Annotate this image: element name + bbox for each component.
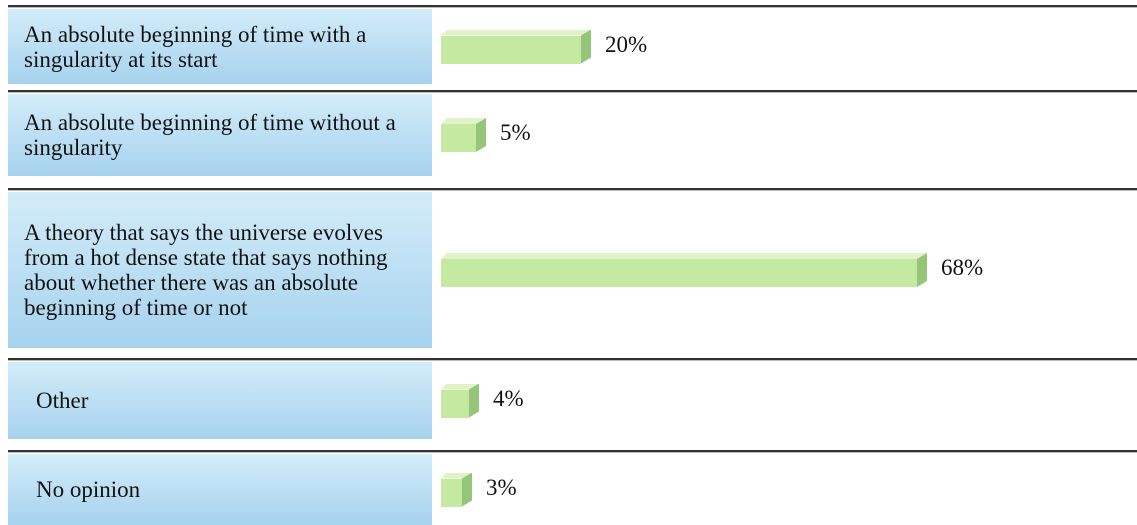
separator [8, 5, 1137, 8]
separator [8, 188, 1137, 191]
bar-side [462, 473, 472, 507]
bar-front [441, 259, 917, 287]
bar-top [441, 253, 927, 259]
category-row: Other 4% [0, 358, 1137, 439]
value-label: 4% [493, 385, 524, 411]
bar [441, 473, 472, 507]
bar-side [469, 384, 479, 418]
bar-side [581, 30, 591, 64]
separator [8, 90, 1137, 93]
bar-front [441, 124, 476, 152]
bar-top [441, 118, 486, 124]
bar [441, 253, 927, 287]
separator [8, 358, 1137, 361]
bar [441, 384, 479, 418]
value-label: 68% [941, 255, 984, 280]
bar-top [441, 30, 591, 36]
bar [441, 30, 591, 64]
value-label: 3% [486, 474, 517, 500]
bar-front [441, 389, 469, 418]
bar-side [476, 118, 486, 152]
category-label: An absolute beginning of time with a sin… [8, 9, 432, 84]
value-label: 5% [500, 120, 531, 145]
category-label: A theory that says the universe evolves … [8, 192, 432, 348]
category-label: An absolute beginning of time without a … [8, 94, 432, 176]
bar-front [441, 35, 581, 64]
bar [441, 118, 486, 152]
category-label: No opinion [8, 454, 432, 525]
bar-top [441, 473, 472, 479]
bar-side [917, 253, 927, 287]
category-row: No opinion 3% [0, 450, 1137, 525]
bar-front [441, 478, 462, 507]
category-row: An absolute beginning of time without a … [0, 90, 1137, 176]
category-row: An absolute beginning of time with a sin… [0, 5, 1137, 84]
bar-top [441, 384, 479, 390]
separator [8, 450, 1137, 453]
category-label: Other [8, 362, 432, 439]
category-row: A theory that says the universe evolves … [0, 188, 1137, 348]
value-label: 20% [605, 31, 648, 57]
